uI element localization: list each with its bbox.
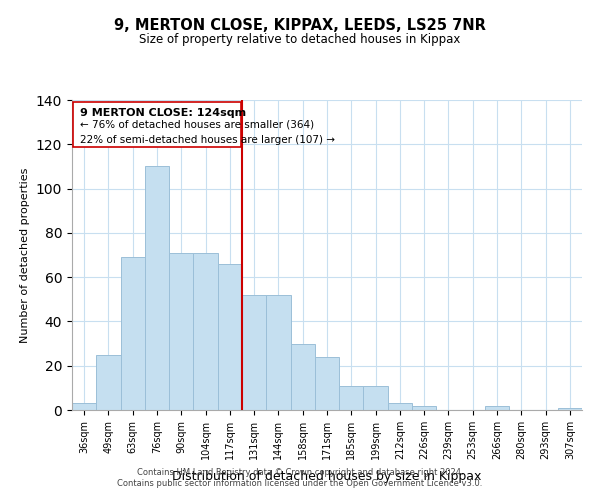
- FancyBboxPatch shape: [73, 102, 241, 146]
- Text: Contains HM Land Registry data © Crown copyright and database right 2024.
Contai: Contains HM Land Registry data © Crown c…: [118, 468, 482, 487]
- Text: Size of property relative to detached houses in Kippax: Size of property relative to detached ho…: [139, 32, 461, 46]
- Bar: [339, 386, 364, 410]
- Bar: [96, 354, 121, 410]
- Text: 9 MERTON CLOSE: 124sqm: 9 MERTON CLOSE: 124sqm: [80, 108, 247, 118]
- Bar: [72, 404, 96, 410]
- Bar: [485, 406, 509, 410]
- Bar: [412, 406, 436, 410]
- Bar: [242, 295, 266, 410]
- Bar: [218, 264, 242, 410]
- Text: 9, MERTON CLOSE, KIPPAX, LEEDS, LS25 7NR: 9, MERTON CLOSE, KIPPAX, LEEDS, LS25 7NR: [114, 18, 486, 32]
- Y-axis label: Number of detached properties: Number of detached properties: [20, 168, 31, 342]
- Text: ← 76% of detached houses are smaller (364): ← 76% of detached houses are smaller (36…: [80, 120, 314, 130]
- Bar: [145, 166, 169, 410]
- X-axis label: Distribution of detached houses by size in Kippax: Distribution of detached houses by size …: [172, 470, 482, 483]
- Bar: [121, 257, 145, 410]
- Bar: [169, 253, 193, 410]
- Bar: [193, 253, 218, 410]
- Bar: [266, 295, 290, 410]
- Bar: [364, 386, 388, 410]
- Bar: [315, 357, 339, 410]
- Bar: [558, 408, 582, 410]
- Text: 22% of semi-detached houses are larger (107) →: 22% of semi-detached houses are larger (…: [80, 135, 335, 145]
- Bar: [388, 404, 412, 410]
- Bar: [290, 344, 315, 410]
